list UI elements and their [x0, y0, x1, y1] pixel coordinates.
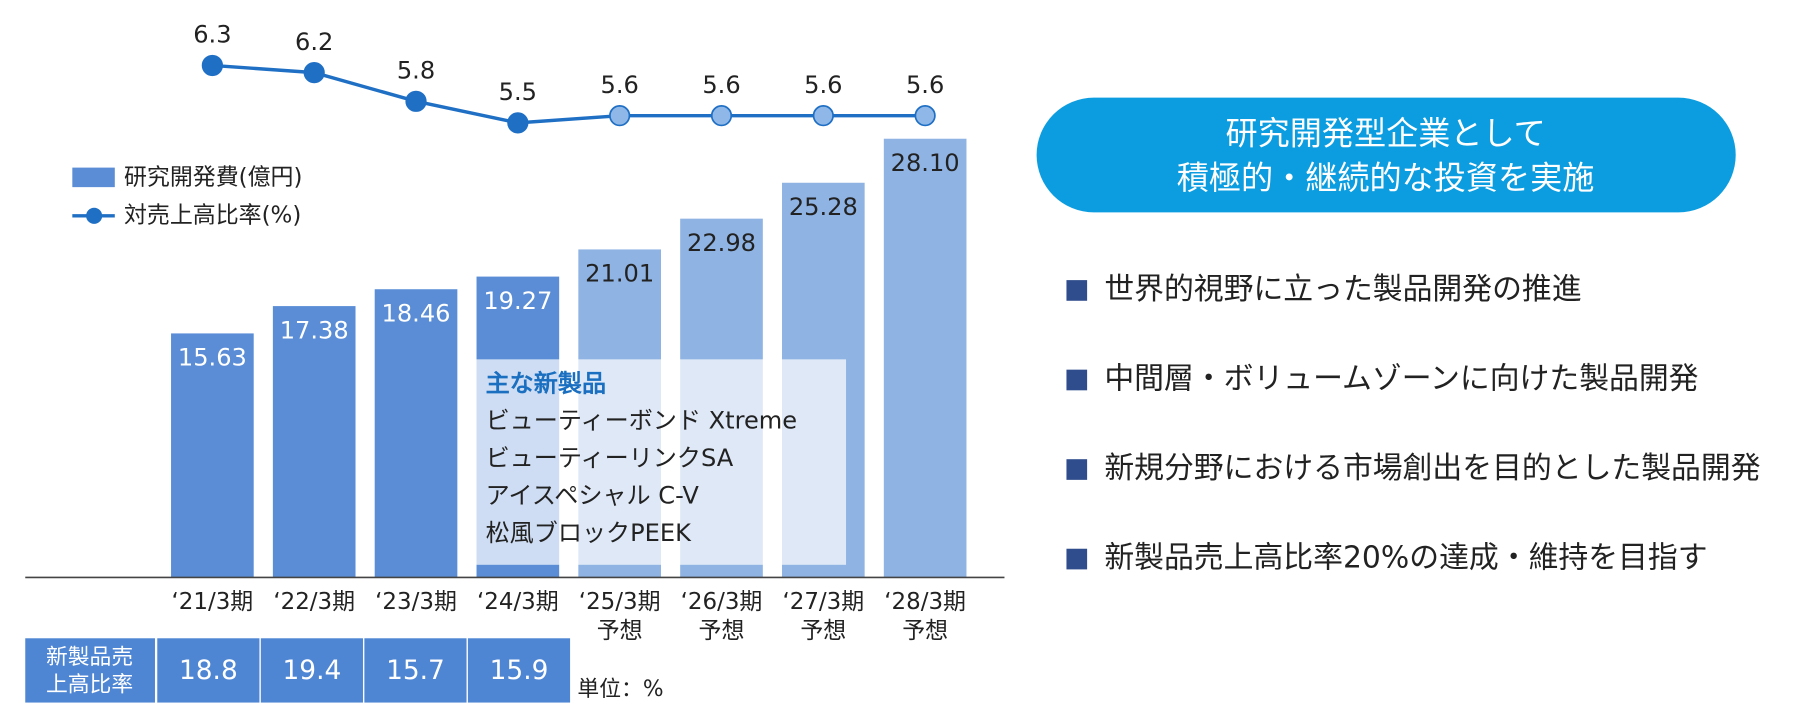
line-marker	[812, 105, 834, 127]
bullet	[1066, 369, 1088, 391]
table-label-cell	[25, 638, 155, 703]
line-value-label: 5.6	[702, 71, 740, 99]
headline: 積極的・継続的な投資を実施	[1177, 159, 1595, 197]
line-value-label: 5.5	[499, 78, 537, 106]
table-value: 15.9	[490, 655, 549, 686]
point-text: 世界的視野に立った製品開発の推進	[1104, 272, 1581, 307]
table-value: 19.4	[283, 655, 342, 686]
table-cell	[157, 638, 260, 703]
x-tick-label: ‘21/3期	[171, 589, 253, 615]
product-item: 松風ブロックPEEK	[486, 519, 693, 547]
line-marker	[303, 62, 325, 84]
table-cell	[467, 638, 571, 703]
legend-label: 対売上高比率(%)	[124, 202, 301, 228]
line-marker	[710, 105, 733, 127]
point-text: 新製品売上高比率20%の達成・維持を目指す	[1104, 541, 1707, 576]
table-unit: 単位：%	[577, 677, 663, 702]
x-tick-label: ‘23/3期	[375, 589, 457, 615]
products-title: 主な新製品	[486, 370, 606, 398]
product-item: アイスペシャル C-V	[486, 481, 700, 509]
table-label: 上高比率	[46, 672, 133, 697]
bar-value-label: 28.10	[891, 149, 960, 177]
bar	[883, 138, 967, 578]
line-value-label: 6.3	[193, 21, 231, 49]
line-marker	[201, 54, 223, 77]
product-item: ビューティーリンクSA	[486, 444, 734, 472]
bar-value-label: 19.27	[483, 287, 552, 315]
x-tick-label: 予想	[800, 618, 846, 644]
bar-value-label: 22.98	[687, 229, 756, 257]
point-text: 中間層・ボリュームゾーンに向けた製品開発	[1104, 361, 1698, 396]
table-cell	[364, 638, 467, 703]
bullet	[1066, 548, 1088, 570]
table-value: 18.8	[179, 655, 238, 686]
line-value-label: 6.2	[295, 28, 333, 56]
x-tick-label: ‘26/3期	[681, 589, 763, 615]
x-tick-label: ‘22/3期	[273, 589, 355, 615]
bar-value-label: 15.63	[178, 344, 247, 372]
table-value: 15.7	[386, 655, 445, 686]
point-text: 新規分野における市場創出を目的とした製品開発	[1104, 451, 1760, 486]
bullet	[1066, 459, 1088, 480]
x-tick-label: 予想	[597, 618, 643, 644]
line	[212, 63, 926, 125]
legend-label: 研究開発費(億円)	[124, 164, 302, 190]
bar	[374, 289, 458, 578]
line-marker	[914, 105, 936, 127]
table-label: 新製品売	[46, 645, 133, 670]
bar	[171, 333, 254, 578]
x-tick-label: ‘28/3期	[884, 589, 966, 615]
product-item: ビューティーボンド Xtreme	[486, 406, 798, 434]
line-marker	[609, 105, 631, 127]
line-marker	[405, 90, 427, 112]
bar-value-label: 21.01	[585, 260, 654, 288]
line-value-label: 5.8	[397, 56, 435, 84]
bar-value-label: 25.28	[789, 193, 858, 221]
bullet	[1066, 280, 1088, 301]
legend-swatch	[72, 167, 115, 188]
bar	[272, 306, 356, 578]
products-box	[476, 359, 847, 565]
x-tick-label: ‘25/3期	[579, 589, 661, 615]
line-marker	[507, 112, 529, 134]
bar-value-label: 17.38	[280, 316, 349, 344]
x-tick-label: 予想	[699, 618, 745, 644]
table-cell	[260, 638, 363, 703]
legend-swatch	[86, 207, 103, 224]
x-tick-label: 予想	[902, 618, 948, 644]
line-value-label: 5.6	[804, 71, 842, 99]
headline-pill	[1036, 97, 1736, 213]
line-value-label: 5.6	[906, 71, 944, 99]
bar-value-label: 18.46	[382, 299, 451, 327]
x-tick-label: ‘24/3期	[477, 589, 559, 615]
headline: 研究開発型企業として	[1225, 114, 1545, 152]
line-value-label: 5.6	[601, 71, 639, 99]
x-tick-label: ‘27/3期	[782, 589, 864, 615]
